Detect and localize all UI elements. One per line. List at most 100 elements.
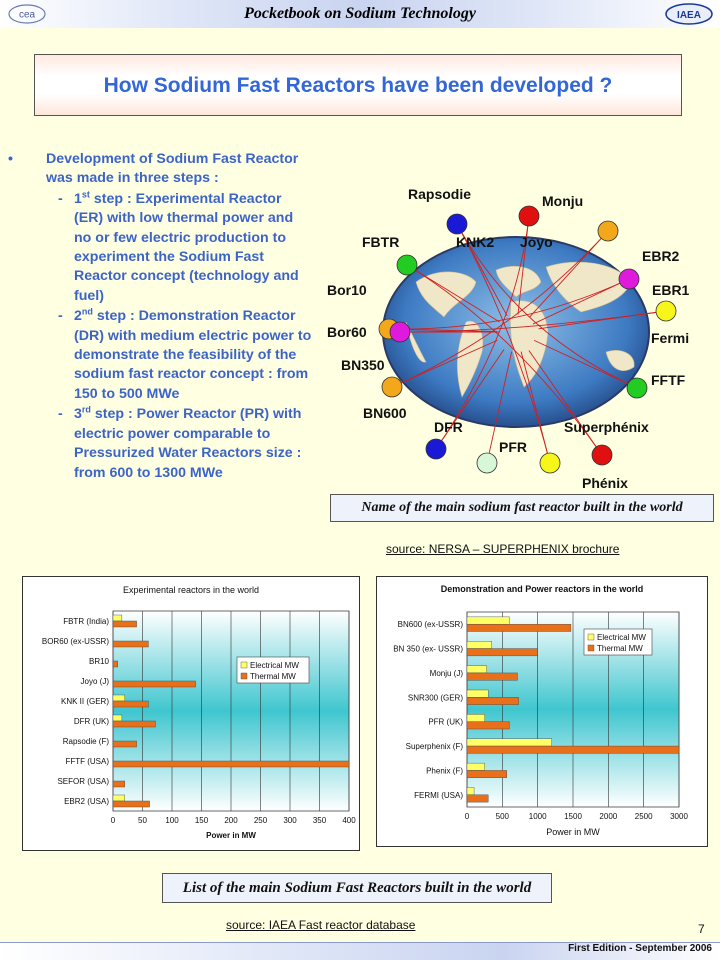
x-tick-label: 0 (111, 816, 116, 825)
connection-line (435, 215, 530, 450)
chart-title: Experimental reactors in the world (122, 585, 260, 595)
bullet-intro-text: Development of Sodium Fast Reactor was m… (46, 151, 299, 187)
legend-swatch (587, 644, 595, 652)
reactor-label: Rapsodie (408, 186, 472, 202)
page-number: 7 (698, 922, 705, 936)
bar-thermal (466, 745, 680, 754)
legend-label: Thermal MW (597, 644, 643, 653)
header-bar (0, 0, 720, 28)
bar-thermal (112, 760, 350, 768)
bullet-dot-icon: • (8, 151, 13, 167)
bar-thermal (112, 660, 118, 668)
x-tick-label: 500 (496, 812, 510, 821)
step-ord: 1 (74, 190, 82, 207)
reactor-label: PFR (499, 439, 527, 455)
map-svg (378, 205, 677, 474)
reactor-dot (396, 254, 418, 276)
category-label: FERMI (USA) (414, 791, 463, 800)
connection-line (399, 310, 667, 333)
source-text: : IAEA Fast reactor database (262, 918, 416, 932)
reactor-label: EBR2 (642, 248, 680, 264)
bullet-list: • Development of Sodium Fast Reactor was… (8, 150, 313, 483)
bar-electrical (466, 665, 487, 674)
category-label: Phenix (F) (426, 766, 463, 775)
category-label: BR10 (89, 657, 110, 666)
bar-thermal (466, 623, 572, 632)
x-tick-label: 1500 (564, 812, 582, 821)
reactor-dot (591, 444, 613, 466)
bar-electrical (466, 738, 553, 747)
reactor-dot (446, 213, 468, 235)
reactor-label: Fermi (651, 330, 690, 346)
bar-electrical (466, 616, 510, 625)
reactor-label: EBR1 (652, 282, 690, 298)
x-tick-label: 150 (195, 816, 209, 825)
map-caption: Name of the main sodium fast reactor bui… (330, 494, 714, 522)
step-text: step : Demonstration Reactor (DR) with m… (74, 308, 312, 402)
reactor-dots (378, 205, 677, 474)
dash-icon: - (58, 308, 63, 325)
category-label: EBR2 (USA) (64, 797, 109, 806)
cea-logo-text: cea (19, 10, 36, 21)
bar-electrical (466, 714, 485, 722)
x-tick-label: 2000 (599, 812, 617, 821)
x-tick-label: 0 (465, 812, 470, 821)
bar-electrical (466, 762, 485, 771)
bar-thermal (466, 672, 518, 681)
reactor-dot (655, 300, 677, 322)
demo-power-reactors-chart: Demonstration and Power reactors in the … (376, 576, 708, 847)
connection-line (456, 223, 638, 389)
legend-box (236, 656, 310, 684)
chart-svg: 0 500 1000 1500 2000 2500 3000 BN600 (ex-USSR) B… (393, 611, 688, 837)
step-sup: nd (81, 306, 93, 317)
step-item-1: -1st step : Experimental Reactor (ER) wi… (8, 190, 313, 306)
reactor-dot (425, 438, 447, 460)
category-label: SNR300 (GER) (408, 693, 463, 702)
legend-label: Electrical MW (597, 633, 646, 642)
connection-lines (388, 215, 667, 464)
bar-thermal (112, 800, 150, 808)
category-label: Joyo (J) (81, 677, 110, 686)
title-box: How Sodium Fast Reactors have been devel… (34, 54, 682, 116)
charts-caption: List of the main Sodium Fast Reactors bu… (162, 873, 552, 903)
step-sup: st (81, 189, 90, 200)
reactor-label: BN600 (363, 405, 407, 421)
map-source: source: NERSA – SUPERPHENIX brochure (386, 542, 619, 556)
reactor-dot (476, 452, 498, 474)
step-ord: 2 (74, 308, 82, 325)
bar-thermal (466, 770, 507, 778)
reactor-label: FBTR (362, 234, 400, 250)
bar-thermal (112, 680, 196, 688)
category-label: BN 350 (ex- USSR) (393, 645, 463, 654)
bar-electrical (112, 714, 123, 722)
chart-title: Demonstration and Power reactors in the … (440, 584, 644, 594)
page-title: How Sodium Fast Reactors have been devel… (103, 74, 613, 97)
step-item-3: -3rd step : Power Reactor (PR) with elec… (8, 405, 313, 483)
reactor-label: Bor10 (327, 282, 367, 298)
footer-bar (0, 942, 720, 960)
bar-thermal (466, 697, 519, 705)
source-text: : NERSA – SUPERPHENIX brochure (422, 542, 620, 556)
reactor-label: Bor60 (327, 324, 367, 340)
plot-border (112, 610, 350, 812)
experimental-reactors-chart: Experimental reactors in the world 0 50 10… (22, 576, 360, 851)
bar-electrical (112, 694, 126, 702)
reactor-dot (389, 321, 411, 343)
category-label: PFR (UK) (428, 718, 463, 727)
x-tick-label: 100 (165, 816, 179, 825)
reactor-label: Phénix (582, 475, 628, 491)
step-item-2: -2nd step : Demonstration Reactor (DR) w… (8, 307, 313, 404)
legend-swatch (240, 661, 248, 669)
bar-thermal (112, 700, 149, 708)
category-label: FFTF (USA) (65, 757, 109, 766)
reactor-dot (618, 268, 640, 290)
footer-edition: First Edition - September 2006 (568, 943, 712, 954)
category-label: FBTR (India) (63, 617, 109, 626)
category-label: BOR60 (ex-USSR) (42, 637, 109, 646)
step-sup: rd (81, 404, 91, 415)
category-label: Monju (J) (430, 669, 464, 678)
x-axis-label: Power in MW (206, 831, 256, 840)
category-label: KNK II (GER) (61, 697, 109, 706)
reactor-dot (518, 205, 540, 227)
legend-swatch (587, 633, 595, 641)
